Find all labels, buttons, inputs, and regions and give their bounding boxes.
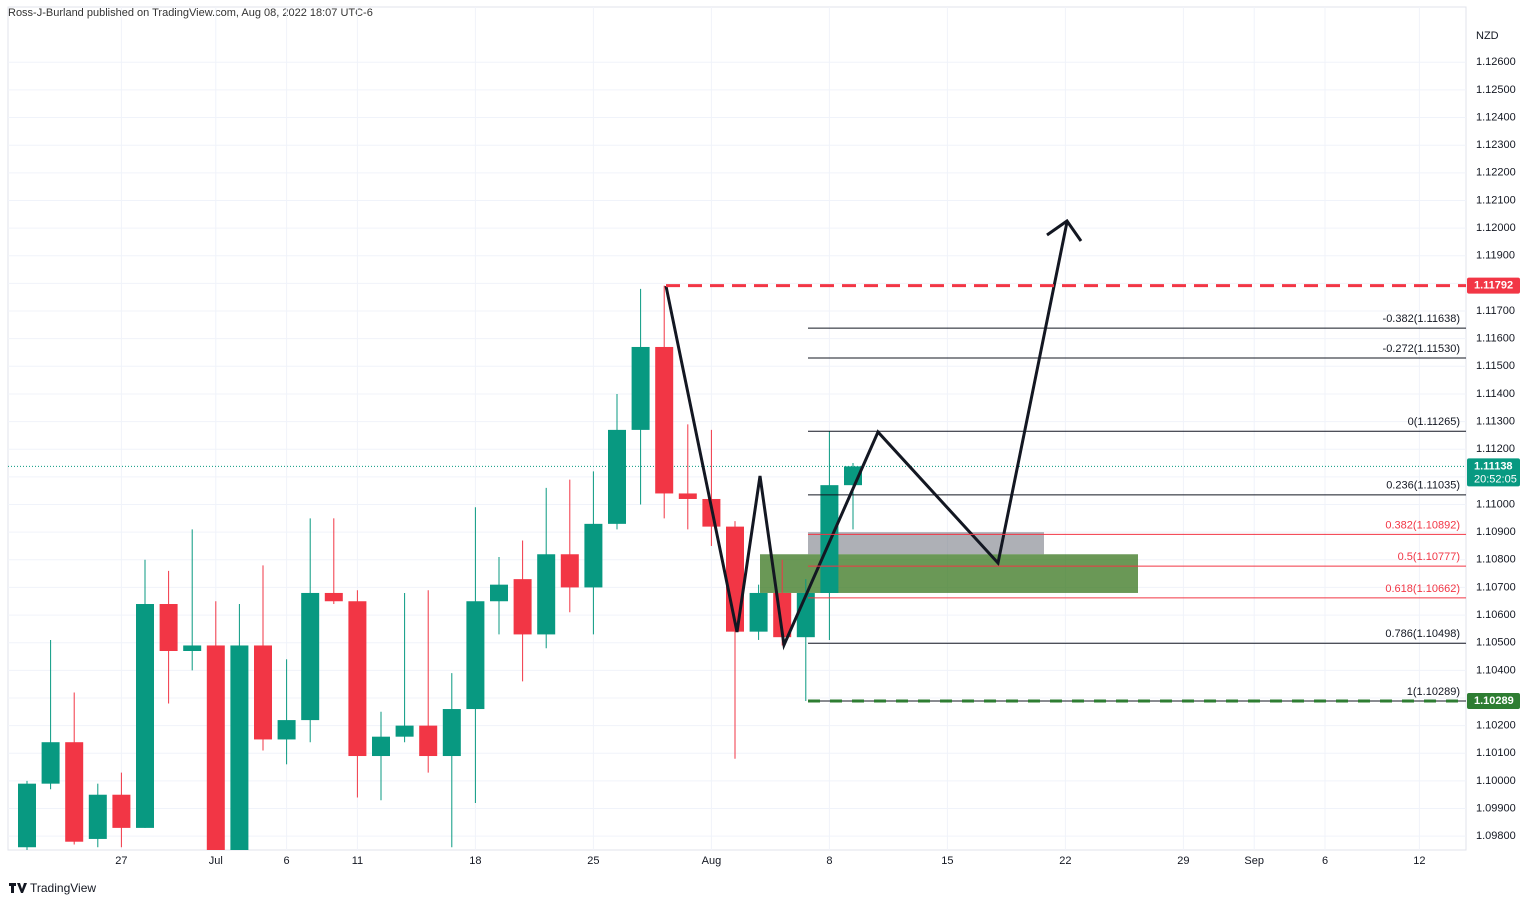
y-tick-label: 1.10800: [1476, 554, 1516, 566]
x-tick-label: 22: [1059, 855, 1071, 867]
logo: [9, 883, 27, 893]
candle-body: [513, 579, 532, 635]
y-tick-label: 1.10700: [1476, 581, 1516, 593]
currency: NZD: [1476, 30, 1499, 42]
y-tick-label: 1.09900: [1476, 802, 1516, 814]
candle-body: [18, 783, 36, 848]
candle-body: [206, 645, 225, 850]
header: Ross-J-Burland published on TradingView.…: [8, 7, 373, 19]
fib-label: 0.618(1.10662): [1385, 583, 1460, 595]
y-tick-label: 1.11500: [1476, 360, 1515, 372]
y-tick-label: 1.11400: [1476, 388, 1515, 400]
candle-body: [277, 720, 296, 740]
y-tick-label: 1.11700: [1476, 305, 1515, 317]
fib-label: 0.5(1.10777): [1398, 551, 1460, 563]
y-tick-label: 1.09800: [1476, 830, 1516, 842]
fib-label: -0.382(1.11638): [1383, 313, 1460, 325]
y-tick-label: 1.10400: [1476, 664, 1516, 676]
resistance-tag: [1467, 277, 1520, 294]
candle-body: [395, 725, 414, 737]
x-tick-label: 15: [941, 855, 953, 867]
candle-body: [537, 554, 556, 635]
candle-body: [136, 604, 154, 828]
last-price-label: 1.11138: [1474, 460, 1513, 472]
footer: TradingView: [30, 881, 96, 895]
y-tick-label: 1.10600: [1476, 609, 1516, 621]
fib-label: 0.382(1.10892): [1385, 519, 1460, 531]
y-tick-label: 1.11900: [1476, 250, 1515, 262]
candle-body: [348, 601, 367, 757]
y-tick-label: 1.12000: [1476, 222, 1516, 234]
candle-body: [112, 794, 131, 828]
y-tick-label: 1.10000: [1476, 775, 1516, 787]
x-tick-label: 27: [115, 855, 127, 867]
x-tick-label: 6: [284, 855, 290, 867]
x-tick-label: 25: [587, 855, 599, 867]
countdown: 20:52:05: [1474, 473, 1517, 485]
y-tick-label: 1.10500: [1476, 637, 1516, 649]
candle-body: [159, 604, 178, 651]
last-price-tag: [1467, 458, 1520, 487]
fib-label: 1(1.10289): [1407, 686, 1460, 698]
candle-body: [631, 346, 650, 430]
candle-body: [419, 725, 438, 757]
y-tick-label: 1.12500: [1476, 84, 1516, 96]
candle-body: [560, 554, 579, 588]
arrow-head: [1046, 218, 1083, 242]
fib-label: 0.786(1.10498): [1385, 628, 1460, 640]
y-tick-label: 1.12100: [1476, 194, 1516, 206]
candle-body: [466, 601, 485, 710]
x-tick-label: Sep: [1244, 855, 1264, 867]
zone: [808, 532, 1044, 555]
y-tick-label: 1.10200: [1476, 720, 1516, 732]
support-tag-label: 1.10289: [1474, 695, 1514, 707]
resistance-tag-label: 1.11792: [1474, 280, 1513, 292]
x-tick-label: 6: [1322, 855, 1328, 867]
candle-body: [584, 523, 603, 588]
candle-body: [796, 592, 815, 638]
candle-body: [749, 592, 768, 632]
candle-body: [301, 592, 320, 721]
support-tag: [1467, 693, 1520, 710]
candle-body: [254, 645, 272, 740]
y-tick-label: 1.12400: [1476, 111, 1516, 123]
fib-label: 0(1.11265): [1408, 416, 1460, 428]
candle-body: [678, 493, 697, 499]
x-tick-label: Aug: [702, 855, 722, 867]
fib-label: -0.272(1.11530): [1383, 343, 1460, 355]
candle-body: [183, 645, 202, 651]
y-tick-label: 1.12600: [1476, 56, 1516, 68]
candle-body: [442, 709, 461, 757]
x-tick-label: 18: [469, 855, 481, 867]
y-tick-label: 1.10900: [1476, 526, 1516, 538]
candle-body: [88, 794, 107, 839]
y-tick-label: 1.12300: [1476, 139, 1516, 151]
y-tick-label: 1.11000: [1476, 498, 1515, 510]
x-tick-label: 29: [1177, 855, 1189, 867]
candle-body: [65, 742, 84, 842]
plot-frame: [7, 6, 1467, 851]
y-tick-label: 1.11600: [1476, 333, 1515, 345]
pattern-drawing: [664, 221, 1069, 651]
y-tick-label: 1.11200: [1476, 443, 1515, 455]
x-tick-label: Jul: [209, 855, 223, 867]
y-tick-label: 1.11300: [1476, 415, 1515, 427]
candle-body: [372, 736, 390, 757]
x-tick-label: 11: [352, 855, 363, 867]
x-tick-label: 12: [1413, 855, 1425, 867]
candle-body: [324, 592, 343, 602]
y-tick-label: 1.12200: [1476, 167, 1516, 179]
fib-label: 0.236(1.11035): [1386, 480, 1460, 492]
candle-body: [41, 742, 60, 784]
y-tick-label: 1.10100: [1476, 747, 1516, 759]
candle-body: [490, 584, 508, 602]
x-tick-label: 8: [826, 855, 832, 867]
candle-body: [608, 429, 626, 524]
candle-body: [655, 346, 674, 494]
candle-body: [230, 645, 249, 850]
